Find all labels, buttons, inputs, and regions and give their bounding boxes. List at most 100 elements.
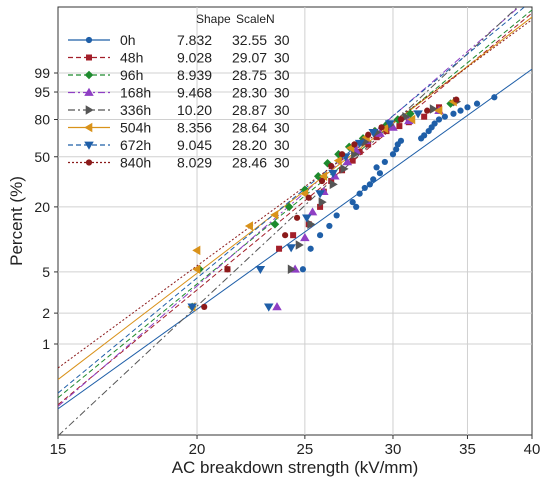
data-point-0h xyxy=(450,110,457,117)
data-point-672h xyxy=(413,110,423,119)
series-points-840h xyxy=(201,96,460,310)
legend-entry-504h: 504h 8.356 28.64 30 xyxy=(68,120,290,136)
data-point-0h xyxy=(473,100,481,107)
x-tick-label: 20 xyxy=(189,441,206,458)
data-point-0h xyxy=(421,132,428,139)
legend-entry-672h: 672h 9.045 28.20 30 xyxy=(68,137,290,153)
series-points-0h xyxy=(299,94,498,273)
data-point-168h xyxy=(300,233,310,242)
legend-scale: 29.07 xyxy=(232,50,267,66)
legend-marker xyxy=(84,70,94,80)
data-point-48h xyxy=(365,141,372,148)
legend-marker xyxy=(84,141,94,150)
data-point-168h xyxy=(307,207,318,216)
legend-entry-336h: 336h 10.20 28.87 30 xyxy=(68,102,290,118)
data-point-0h xyxy=(431,120,438,127)
y-tick-label: 2 xyxy=(42,305,50,321)
legend-shape: 8.356 xyxy=(177,120,212,136)
fit-line-672h xyxy=(58,7,526,394)
data-point-840h xyxy=(378,124,385,131)
data-point-840h xyxy=(351,141,358,148)
data-point-504h xyxy=(319,171,328,181)
x-tick-label: 35 xyxy=(459,441,476,458)
legend-marker xyxy=(86,54,92,61)
legend-marker xyxy=(84,87,94,96)
data-point-840h xyxy=(397,116,405,123)
legend-label: 48h xyxy=(120,50,143,66)
data-point-672h xyxy=(286,244,296,253)
legend-shape: 9.468 xyxy=(177,85,212,101)
data-point-840h xyxy=(293,214,301,221)
legend-shape: 10.20 xyxy=(177,102,212,118)
data-point-48h xyxy=(290,232,297,239)
legend-n: 30 xyxy=(274,50,290,66)
data-point-504h xyxy=(192,245,201,256)
data-point-840h xyxy=(328,162,335,170)
data-point-48h xyxy=(317,203,324,210)
data-point-336h xyxy=(287,264,296,275)
legend-entry-96h: 96h 8.939 28.75 30 xyxy=(68,67,290,83)
data-point-0h xyxy=(457,107,464,114)
series-points-672h xyxy=(187,110,423,312)
legend-shape: 8.029 xyxy=(177,155,212,171)
data-point-672h xyxy=(264,303,274,312)
data-point-504h xyxy=(434,105,443,116)
legend-label: 336h xyxy=(120,102,151,118)
legend: Shape Scale N 0h 7.832 32.55 30 48h 9.028 29.07 30… xyxy=(68,12,290,171)
data-point-0h xyxy=(349,199,356,206)
data-point-336h xyxy=(329,179,338,190)
legend-scale: 28.75 xyxy=(232,67,267,83)
legend-label: 0h xyxy=(120,32,136,48)
fit-line-48h xyxy=(58,12,532,406)
legend-header-scale: Scale xyxy=(236,12,266,26)
data-point-0h xyxy=(376,170,384,177)
data-point-840h xyxy=(424,107,431,114)
data-point-840h xyxy=(453,96,460,103)
data-point-336h xyxy=(318,197,327,207)
data-point-0h xyxy=(435,116,443,123)
legend-scale: 28.46 xyxy=(232,155,267,171)
data-point-48h xyxy=(276,245,283,252)
x-tick-label: 25 xyxy=(297,441,314,458)
legend-label: 672h xyxy=(120,137,151,153)
fit-line-504h xyxy=(58,16,532,380)
data-point-96h xyxy=(313,171,323,181)
data-point-840h xyxy=(318,177,326,185)
legend-n: 30 xyxy=(274,120,290,136)
legend-marker xyxy=(85,36,93,44)
data-point-0h xyxy=(299,266,307,273)
x-tick-label: 40 xyxy=(524,441,541,458)
legend-scale: 32.55 xyxy=(232,32,267,48)
data-point-0h xyxy=(441,113,448,120)
fit-line-0h xyxy=(58,68,532,410)
legend-shape: 9.028 xyxy=(177,50,212,66)
legend-header-n: N xyxy=(266,12,275,26)
data-point-336h xyxy=(295,240,304,250)
data-point-672h xyxy=(187,303,197,312)
legend-shape: 9.045 xyxy=(177,137,212,153)
data-point-336h xyxy=(429,104,438,114)
data-point-672h xyxy=(328,169,338,178)
legend-n: 30 xyxy=(274,32,290,48)
data-point-48h xyxy=(373,134,380,141)
data-point-504h xyxy=(407,114,416,125)
data-point-336h xyxy=(307,219,316,229)
legend-n: 30 xyxy=(274,155,290,171)
data-points xyxy=(187,94,498,312)
data-point-48h xyxy=(396,123,403,130)
legend-n: 30 xyxy=(274,85,290,101)
legend-header-shape: Shape xyxy=(196,12,231,26)
data-point-672h xyxy=(384,120,395,129)
legend-scale: 28.64 xyxy=(232,120,267,136)
data-point-672h xyxy=(354,139,365,148)
fit-line-96h xyxy=(58,9,532,399)
legend-marker xyxy=(85,159,93,166)
x-axis-label: AC breakdown strength (kV/mm) xyxy=(172,458,419,477)
x-axis-ticks: 15 20 25 30 35 40 xyxy=(50,435,541,458)
data-point-0h xyxy=(353,203,360,210)
legend-shape: 7.832 xyxy=(177,32,212,48)
data-point-840h xyxy=(338,151,346,158)
legend-entry-48h: 48h 9.028 29.07 30 xyxy=(68,50,290,66)
data-point-0h xyxy=(491,94,498,101)
legend-n: 30 xyxy=(274,137,290,153)
